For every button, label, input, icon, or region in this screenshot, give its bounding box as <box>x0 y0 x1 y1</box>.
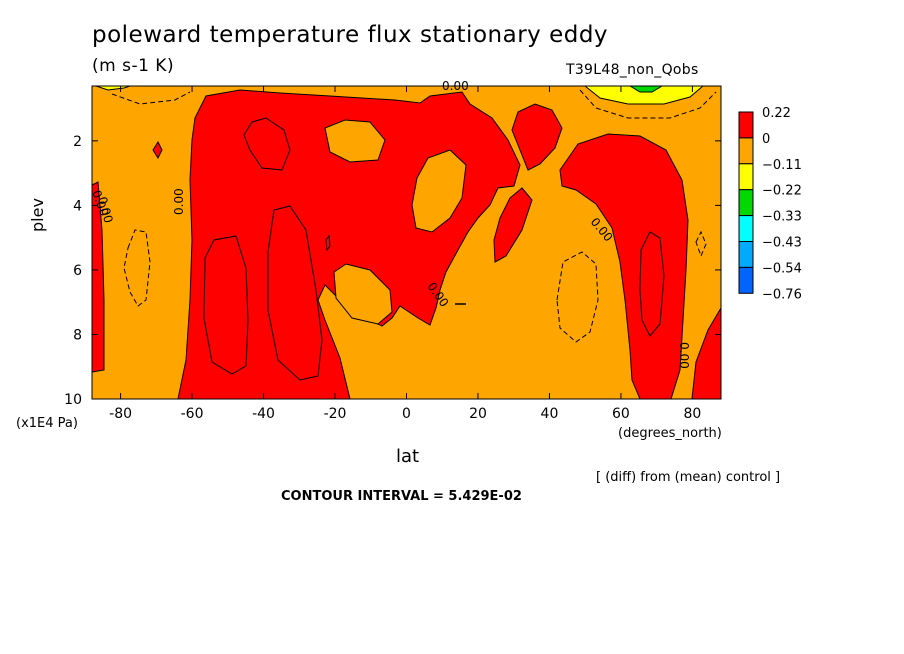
chart-units: (m s-1 K) <box>92 56 175 76</box>
contour-label: 0.00 <box>172 188 186 215</box>
colorbar-label: −0.43 <box>762 236 802 251</box>
field-positive-blob-3 <box>152 140 163 160</box>
x-tick-label: -60 <box>181 406 204 422</box>
x-tick-label: -80 <box>109 406 132 422</box>
colorbar-swatch <box>738 241 754 268</box>
colorbar-label: −0.11 <box>762 158 802 173</box>
contour-solid-5 <box>325 234 331 252</box>
colorbar-label: 0.22 <box>762 106 791 121</box>
colorbar-swatch <box>738 266 754 294</box>
contour-dashed-5 <box>111 91 191 105</box>
contour-dashed-4 <box>579 89 717 119</box>
field-positive-blob-2 <box>511 103 563 171</box>
run-label: T39L48_non_Qobs <box>566 62 699 78</box>
x-tick-label: 20 <box>469 406 487 422</box>
x-tick-label: 60 <box>612 406 630 422</box>
x-axis-unit: (degrees_north) <box>618 426 722 441</box>
diff-note: [ (diff) from (mean) control ] <box>596 470 781 485</box>
y-tick-label: 6 <box>73 263 82 279</box>
contour-solid-1 <box>203 235 249 375</box>
colorbar-label: −0.33 <box>762 210 802 225</box>
x-tick-label: 80 <box>683 406 701 422</box>
field-hole-1 <box>324 119 386 163</box>
colorbar: 0.22 0 −0.11 −0.22 −0.33 −0.43 −0.54 −0.76 <box>738 106 802 302</box>
colorbar-label: −0.22 <box>762 184 802 199</box>
colorbar-swatch <box>738 215 754 243</box>
field-hole-3 <box>333 263 393 325</box>
colorbar-label: −0.76 <box>762 287 802 302</box>
colorbar-label: −0.54 <box>762 261 802 276</box>
colorbar-swatch <box>738 189 754 217</box>
contour-solid-3 <box>267 205 323 381</box>
colorbar-label: 0 <box>762 132 770 147</box>
colorbar-swatch <box>738 163 754 191</box>
x-axis-label: lat <box>396 446 420 467</box>
contour-dashed-2 <box>556 251 599 343</box>
x-tick-label: 0 <box>402 406 411 422</box>
contour-label: 0.00 <box>95 195 115 224</box>
contour-dashed-1 <box>123 229 151 307</box>
x-tick-label: -20 <box>324 406 347 422</box>
contour-dashed-3 <box>695 230 707 258</box>
contour-interval: CONTOUR INTERVAL = 5.429E-02 <box>281 489 522 504</box>
contour-label: 0.00 <box>442 79 469 93</box>
x-tick-label: 40 <box>541 406 559 422</box>
contour-solid-2 <box>243 117 291 171</box>
field-hole-2 <box>411 149 467 233</box>
field-positive-blob-1 <box>493 187 533 263</box>
axis-ticks: -80 -60 -40 -20 0 20 40 60 80 2 4 6 8 10 <box>64 86 721 422</box>
y-tick-label: 8 <box>73 327 82 343</box>
colorbar-swatch <box>738 137 754 165</box>
contour-label: 0.00 <box>677 342 691 369</box>
y-tick-label: 2 <box>73 134 82 150</box>
y-tick-label: 10 <box>64 392 82 408</box>
y-axis-unit: (x1E4 Pa) <box>16 416 78 431</box>
y-tick-label: 4 <box>73 198 82 214</box>
contour-solid-4 <box>639 231 665 337</box>
x-tick-label: -40 <box>252 406 275 422</box>
y-axis-label: plev <box>28 198 47 232</box>
plot-fields <box>91 85 722 400</box>
chart-title: poleward temperature flux stationary edd… <box>92 22 609 48</box>
colorbar-swatch <box>738 111 754 139</box>
